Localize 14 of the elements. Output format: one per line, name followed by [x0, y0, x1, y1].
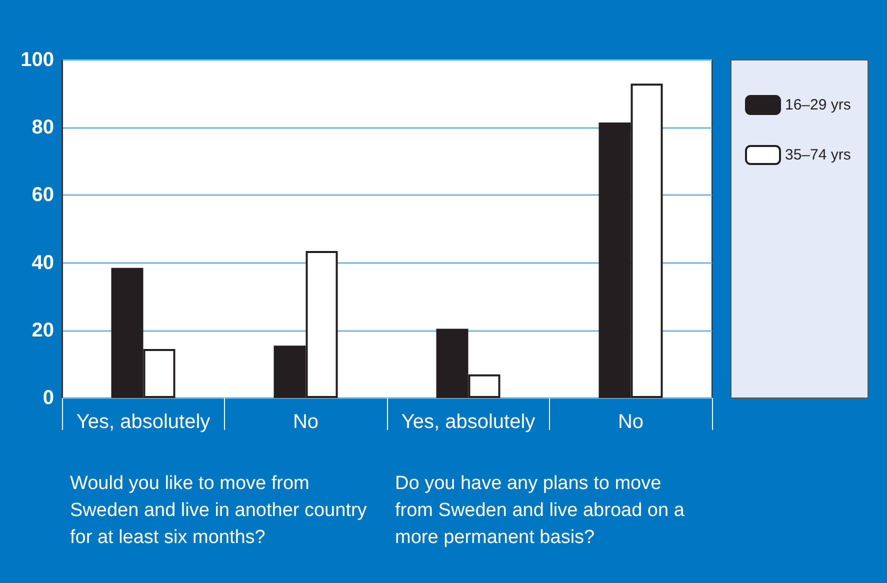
y-tick-label: 20: [32, 319, 54, 342]
y-tick-label: 0: [42, 387, 54, 409]
legend-label: 16–29 yrs: [785, 96, 851, 114]
x-tick-label: No: [618, 411, 644, 433]
y-tick-label: 60: [32, 184, 54, 206]
y-tick-label: 40: [32, 252, 54, 274]
x-tick-label: Yes, absolutely: [401, 411, 536, 433]
y-tick-label: 80: [32, 116, 54, 139]
y-tick-label: 100: [20, 49, 54, 71]
text: Would you like to move from Sweden and live in another country for at least six months?: [70, 473, 372, 548]
x-tick-label: Yes, absolutely: [76, 411, 210, 433]
legend-label: 35–74 yrs: [785, 146, 851, 164]
text: Do you have any plans to move from Sweden and live abroad on a more permanent basis?: [395, 473, 690, 548]
x-tick-label: No: [292, 411, 319, 433]
